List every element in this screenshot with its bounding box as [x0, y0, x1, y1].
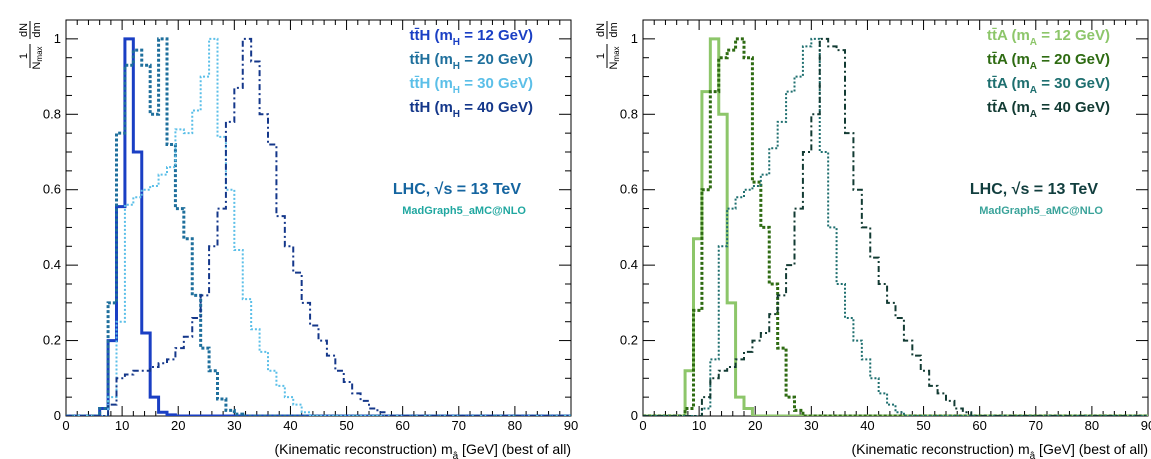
y-title-frac-bottom: Nmax: [31, 46, 44, 69]
annotation-madgraph: MadGraph5_aMC@NLO: [402, 205, 526, 217]
x-tick-label: 40: [860, 418, 874, 433]
x-tick-label: 20: [748, 418, 762, 433]
y-tick-label: 0.2: [43, 333, 61, 348]
legend-entry-3: tt̄A (mA = 30 GeV): [987, 75, 1110, 96]
x-tick-label: 70: [1029, 418, 1043, 433]
series-line-3: [643, 37, 1148, 416]
series-line-1: [66, 37, 571, 416]
legend-entry-4: tt̄H (mH = 40 GeV): [409, 99, 533, 120]
x-tick-label: 0: [62, 418, 69, 433]
x-tick-label: 30: [227, 418, 241, 433]
x-tick-label: 40: [283, 418, 297, 433]
legend-entry-1: tt̄H (mH = 12 GeV): [409, 27, 533, 48]
left-histogram-panel: 0 10 20 30 40 50 60 70 80 90 0 0.2 0.4 0.6 0.8 1 (Kinema…: [18, 19, 578, 459]
y-tick-label: 0.6: [620, 182, 638, 197]
y-title-frac-bottom: Nmax: [608, 46, 621, 69]
x-tick-label: 90: [564, 418, 578, 433]
x-tick-label: 50: [339, 418, 353, 433]
x-tick-label: 30: [804, 418, 818, 433]
annotation-lhc: LHC, √s = 13 TeV: [970, 181, 1098, 198]
x-tick-label: 10: [115, 418, 129, 433]
x-tick-label: 10: [692, 418, 706, 433]
x-tick-label: 80: [1085, 418, 1099, 433]
y-title-frac-top: 1: [595, 53, 607, 59]
legend-entry-4: tt̄A (mA = 40 GeV): [987, 99, 1110, 120]
y-tick-label: 1: [631, 31, 638, 46]
x-tick-label: 70: [452, 418, 466, 433]
legend-entry-2: tt̄H (mH = 20 GeV): [409, 51, 533, 72]
y-tick-label: 0.8: [620, 106, 638, 121]
x-tick-label: 90: [1141, 418, 1151, 433]
y-tick-label: 0.2: [620, 333, 638, 348]
legend-entry-2: tt̄A (mA = 20 GeV): [987, 51, 1110, 72]
y-tick-label: 0: [54, 408, 61, 423]
right-histogram-panel: 0 10 20 30 40 50 60 70 80 90 0 0.2 0.4 0.6 0.8 1 (Kinema…: [595, 19, 1151, 459]
x-tick-label: 50: [916, 418, 930, 433]
y-title-deriv-top: dN: [595, 23, 607, 37]
x-tick-label: 20: [171, 418, 185, 433]
y-title-deriv-top: dN: [18, 23, 30, 37]
x-tick-label: 80: [508, 418, 522, 433]
y-title-deriv-bottom: dm: [31, 22, 43, 37]
y-tick-label: 0.4: [620, 257, 638, 272]
x-tick-label: 60: [395, 418, 409, 433]
series-line-2: [643, 37, 1148, 416]
legend-entry-1: tt̄A (mA = 12 GeV): [987, 27, 1110, 48]
y-tick-label: 0.8: [43, 106, 61, 121]
x-axis-title: (Kinematic reconstruction) mâ [GeV] (bes…: [851, 441, 1148, 459]
legend-entry-3: tt̄H (mH = 30 GeV): [409, 75, 533, 96]
y-tick-label: 0.4: [43, 257, 61, 272]
y-title-frac-top: 1: [18, 53, 30, 59]
annotation-madgraph: MadGraph5_aMC@NLO: [979, 205, 1103, 217]
x-axis-title: (Kinematic reconstruction) mâ [GeV] (bes…: [274, 441, 571, 459]
annotation-lhc: LHC, √s = 13 TeV: [393, 181, 521, 198]
y-tick-label: 0.6: [43, 182, 61, 197]
x-tick-label: 60: [972, 418, 986, 433]
y-title-deriv-bottom: dm: [608, 22, 620, 37]
y-tick-label: 1: [54, 31, 61, 46]
x-tick-label: 0: [639, 418, 646, 433]
y-tick-label: 0: [631, 408, 638, 423]
